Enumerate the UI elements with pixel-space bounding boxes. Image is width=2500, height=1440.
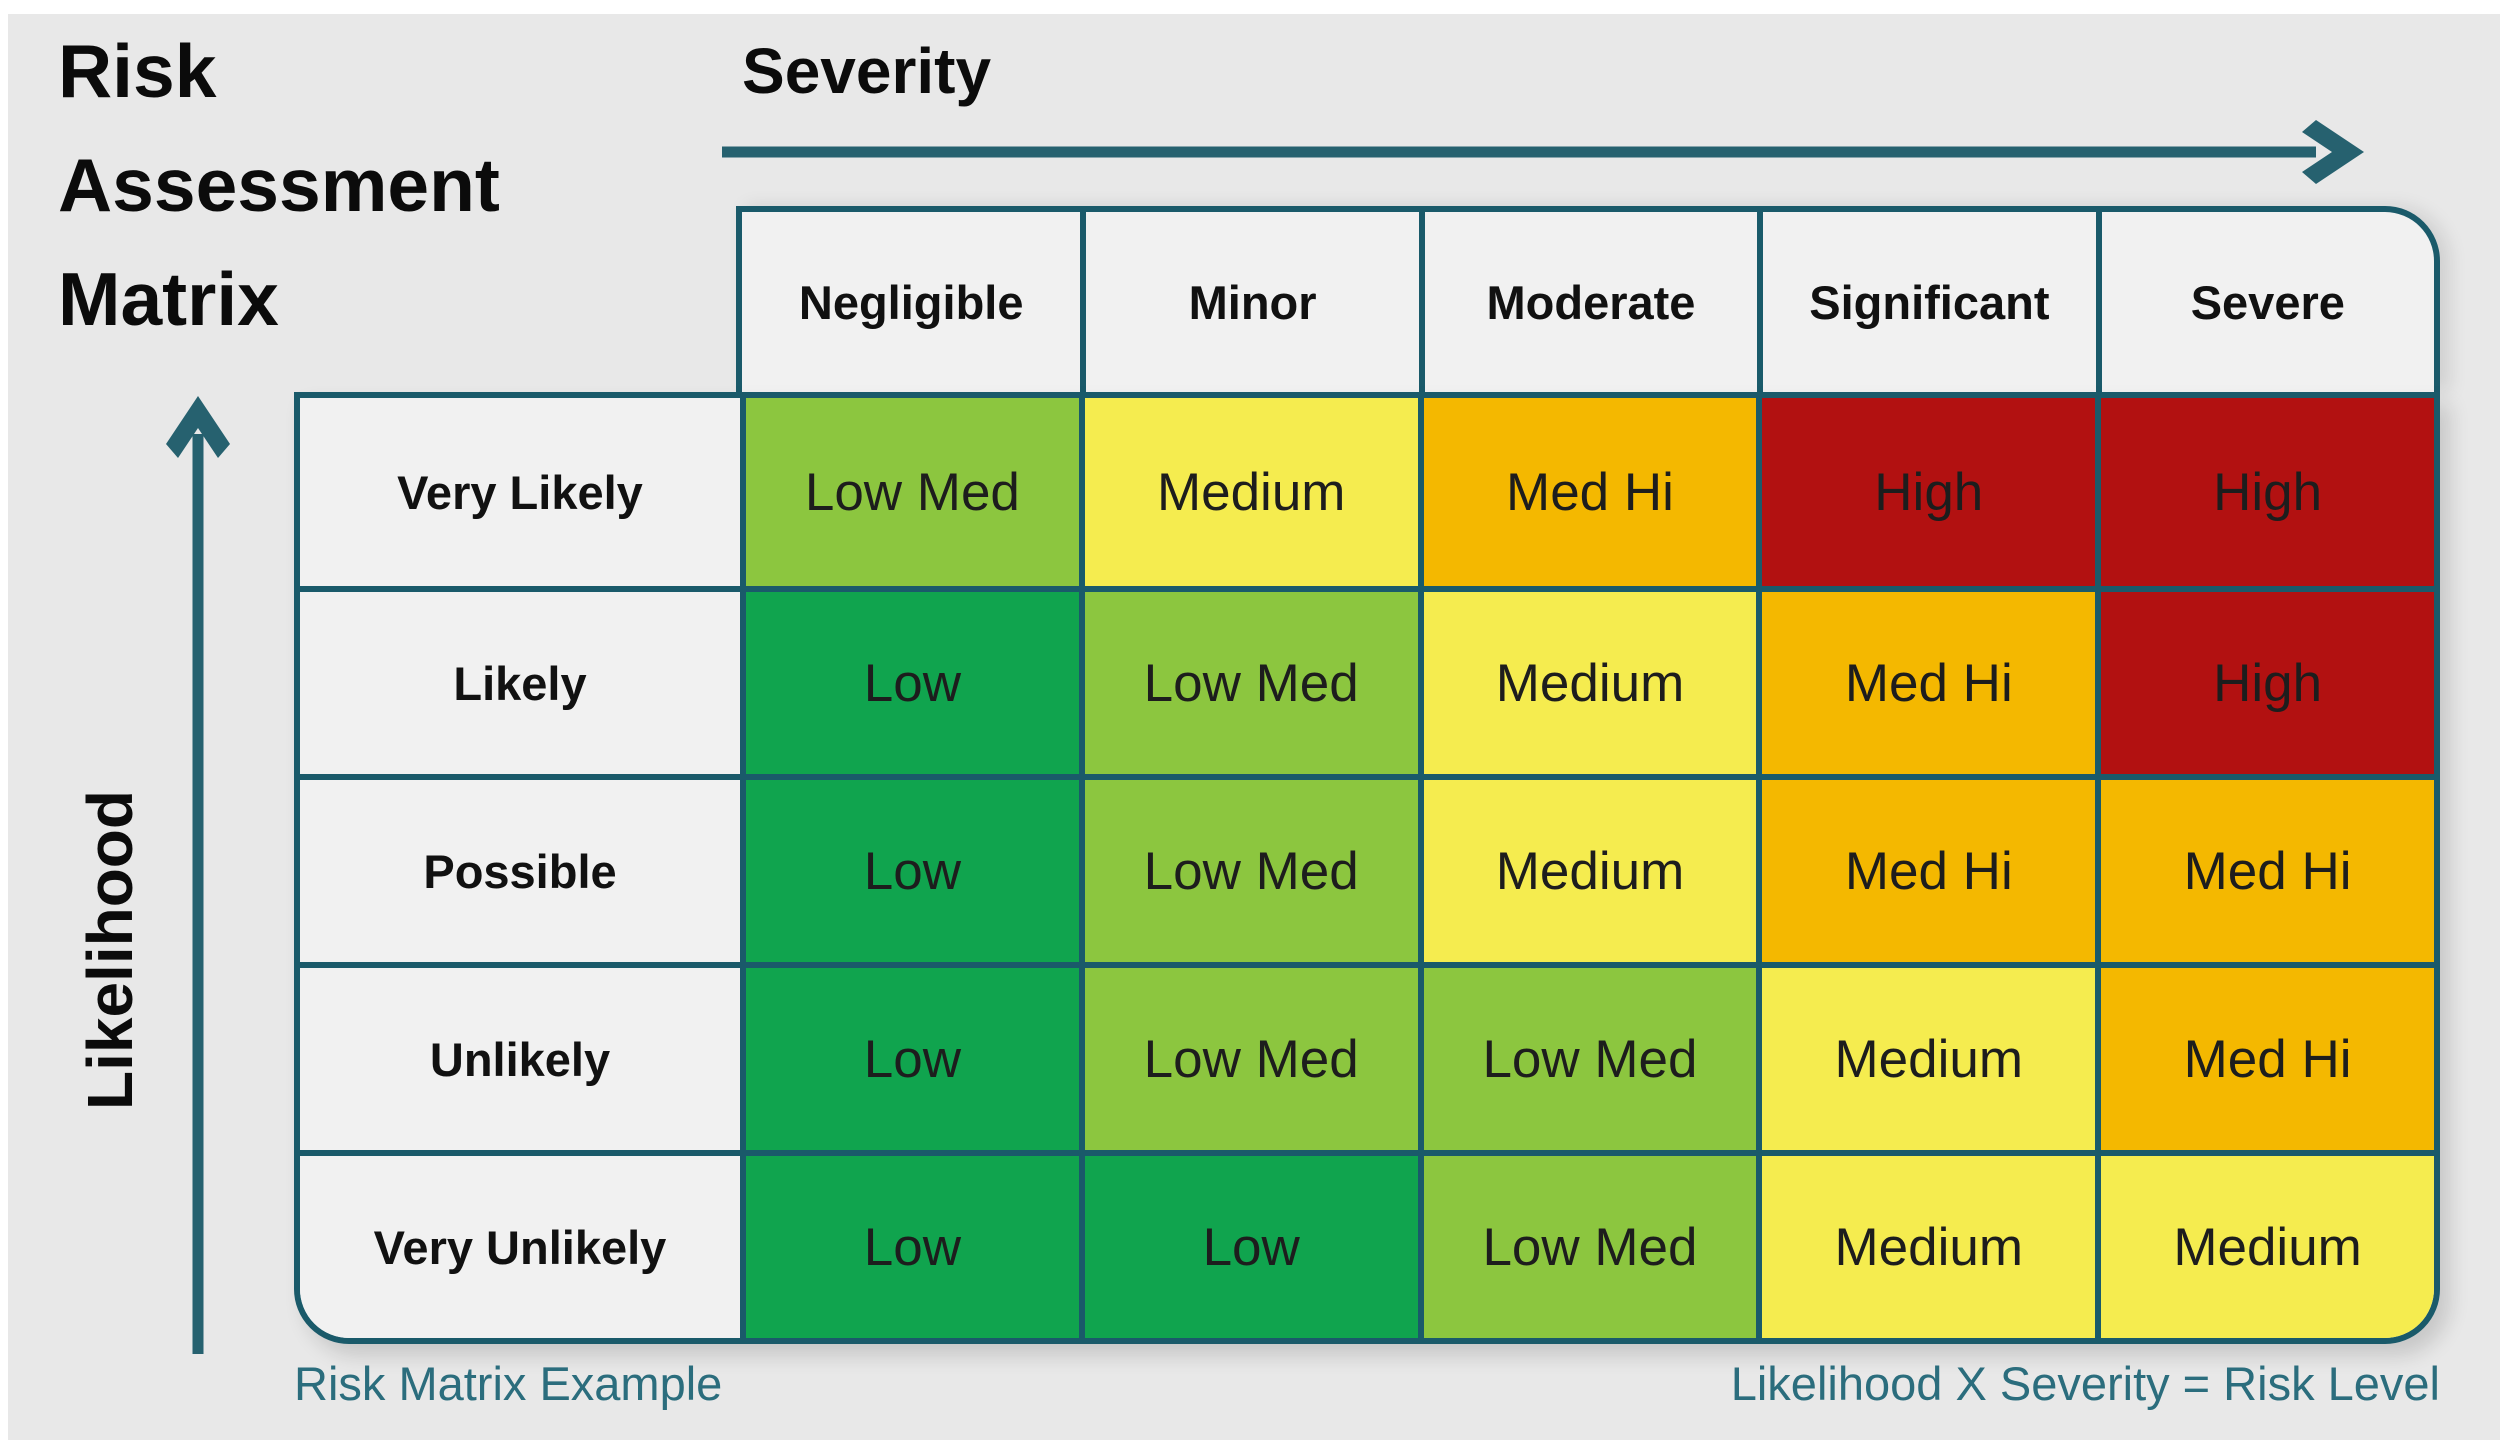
matrix-cell-very-likely-high: High — [1756, 398, 2096, 586]
left-white-strip — [0, 0, 8, 1440]
matrix-cell-unlikely-medium: Medium — [1756, 962, 2096, 1150]
matrix-cell-likely-medium: Medium — [1417, 586, 1757, 774]
matrix-cell-very-likely-low_med: Low Med — [740, 398, 1079, 586]
row-header-very-likely: Very Likely — [300, 398, 740, 586]
matrix-body: Very Likely Low Med Medium Med Hi High High Li… — [294, 392, 2440, 1344]
matrix-header-row: Negligible Minor Moderate Significant Severe — [736, 206, 2440, 392]
matrix-cell-very-likely-high: High — [2095, 398, 2434, 586]
matrix-cell-likely-low: Low — [740, 586, 1079, 774]
likelihood-axis-label: Likelihood — [74, 790, 146, 1110]
likelihood-axis-arrow-icon — [166, 396, 230, 1354]
matrix-cell-likely-low_med: Low Med — [1078, 586, 1418, 774]
row-header-very-unlikely: Very Unlikely — [300, 1150, 740, 1338]
matrix-cell-unlikely-med_hi: Med Hi — [2095, 962, 2434, 1150]
page-title: Risk Assessment Matrix — [58, 29, 500, 341]
matrix-cell-unlikely-low_med: Low Med — [1078, 962, 1418, 1150]
column-header-moderate: Moderate — [1418, 212, 1757, 392]
caption-formula: Likelihood X Severity = Risk Level — [1730, 1357, 2440, 1410]
matrix-cell-very-likely-med_hi: Med Hi — [1417, 398, 1757, 586]
matrix-cell-possible-med_hi: Med Hi — [2095, 774, 2434, 962]
matrix-cell-likely-med_hi: Med Hi — [1756, 586, 2096, 774]
column-header-minor: Minor — [1080, 212, 1418, 392]
severity-axis-label: Severity — [742, 35, 992, 107]
matrix-cell-very-unlikely-medium: Medium — [2095, 1150, 2434, 1338]
column-header-severe: Severe — [2095, 212, 2434, 392]
row-header-unlikely: Unlikely — [300, 962, 740, 1150]
matrix-cell-possible-medium: Medium — [1417, 774, 1757, 962]
matrix-cell-very-unlikely-low: Low — [740, 1150, 1079, 1338]
matrix-cell-very-unlikely-low: Low — [1078, 1150, 1418, 1338]
matrix-cell-unlikely-low_med: Low Med — [1417, 962, 1757, 1150]
matrix-cell-very-likely-medium: Medium — [1078, 398, 1418, 586]
top-white-strip — [0, 0, 2500, 14]
row-header-possible: Possible — [300, 774, 740, 962]
column-header-significant: Significant — [1757, 212, 2095, 392]
matrix-cell-possible-low_med: Low Med — [1078, 774, 1418, 962]
caption-risk-matrix-example: Risk Matrix Example — [294, 1357, 723, 1410]
matrix-cell-possible-med_hi: Med Hi — [1756, 774, 2096, 962]
severity-axis-arrow-icon — [722, 120, 2364, 184]
matrix-cell-possible-low: Low — [740, 774, 1079, 962]
matrix-cell-likely-high: High — [2095, 586, 2434, 774]
column-header-negligible: Negligible — [798, 275, 1024, 329]
matrix-cell-very-unlikely-low_med: Low Med — [1417, 1150, 1757, 1338]
matrix-cell-unlikely-low: Low — [740, 962, 1079, 1150]
row-header-likely: Likely — [300, 586, 740, 774]
matrix-cell-very-unlikely-medium: Medium — [1756, 1150, 2096, 1338]
